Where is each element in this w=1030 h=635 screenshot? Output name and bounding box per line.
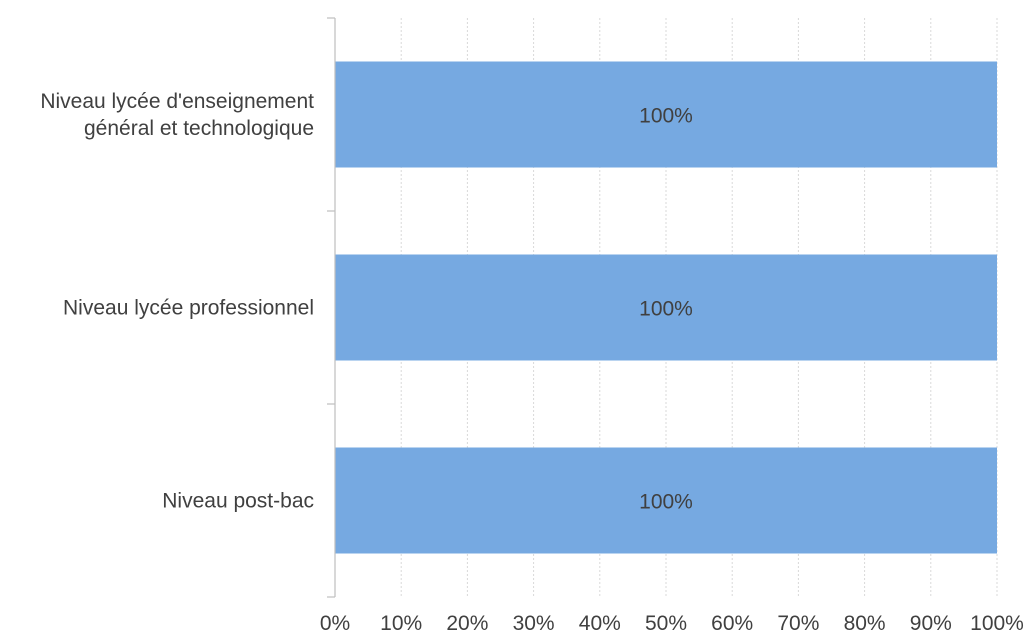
category-label-1: Niveau lycée d'enseignement général et te… (40, 90, 314, 140)
x-tick-label-90: 90% (910, 612, 952, 635)
bar-3 (335, 447, 997, 554)
category-labels: Niveau lycée d'enseignement général et te… (40, 90, 314, 513)
x-tick-label-60: 60% (711, 612, 753, 635)
x-tick-label-0: 0% (320, 612, 350, 635)
bars (335, 61, 997, 554)
category-label-2: Niveau lycée professionnel (63, 297, 314, 320)
x-tick-labels: 0% 10% 20% 30% 40% 50% 60% 70% 80% 90% 100% (320, 612, 1024, 635)
x-tick-label-40: 40% (579, 612, 621, 635)
x-tick-label-20: 20% (446, 612, 488, 635)
data-label-3: 100% (639, 491, 693, 514)
category-label-3: Niveau post-bac (162, 490, 314, 513)
x-tick-label-30: 30% (513, 612, 555, 635)
x-tick-label-10: 10% (380, 612, 422, 635)
data-label-1: 100% (639, 105, 693, 128)
bar-1 (335, 61, 997, 168)
x-tick-label-70: 70% (777, 612, 819, 635)
x-tick-label-80: 80% (844, 612, 886, 635)
category-label-line: général et technologique (84, 117, 314, 140)
data-labels: 100% 100% 100% (639, 105, 693, 514)
category-label-line: Niveau lycée professionnel (63, 297, 314, 320)
bar-2 (335, 254, 997, 361)
category-axis (327, 17, 336, 598)
x-tick-label-100: 100% (970, 612, 1024, 635)
data-label-2: 100% (639, 298, 693, 321)
x-tick-label-50: 50% (645, 612, 687, 635)
category-label-line: Niveau lycée d'enseignement (40, 90, 314, 113)
category-label-line: Niveau post-bac (162, 490, 314, 513)
